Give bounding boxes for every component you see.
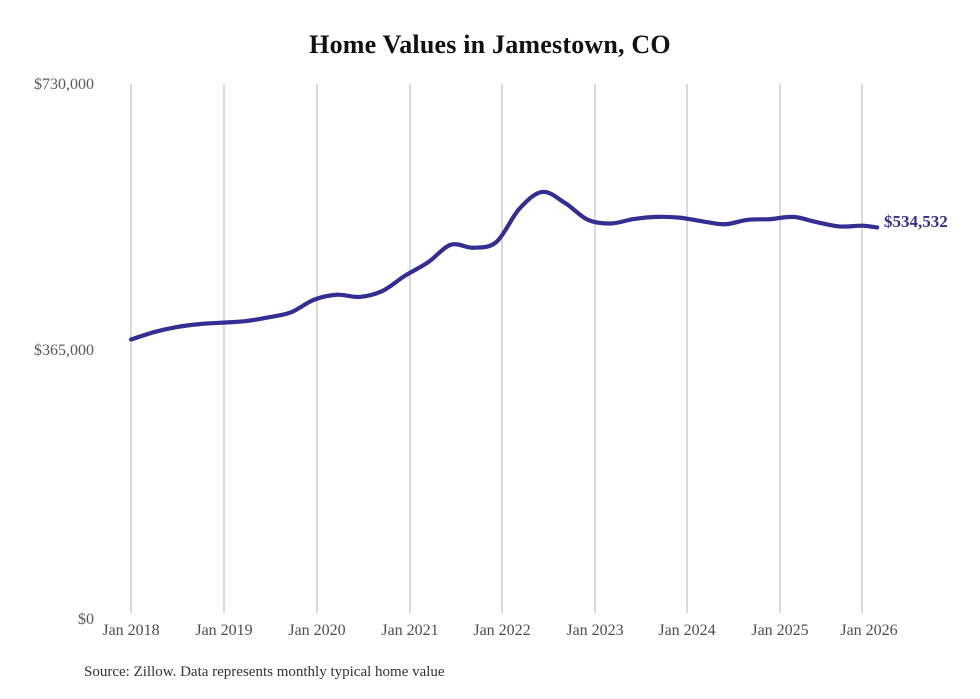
source-note: Source: Zillow. Data represents monthly … <box>84 664 445 680</box>
gridlines-group <box>130 84 863 613</box>
xtick-label-jan-2023: Jan 2023 <box>566 622 624 639</box>
xtick-label-jan-2024: Jan 2024 <box>658 622 716 639</box>
xtick-label-jan-2018: Jan 2018 <box>102 622 160 639</box>
ytick-label-mid: $365,000 <box>34 342 94 359</box>
ytick-label-top: $730,000 <box>34 76 94 93</box>
xtick-label-jan-2019: Jan 2019 <box>195 622 253 639</box>
xtick-label-jan-2021: Jan 2021 <box>381 622 439 639</box>
chart-title: Home Values in Jamestown, CO <box>309 30 671 59</box>
xtick-label-jan-2025: Jan 2025 <box>751 622 809 639</box>
home-value-line <box>128 189 880 342</box>
xtick-label-jan-2022: Jan 2022 <box>473 622 531 639</box>
xtick-label-jan-2026: Jan 2026 <box>840 622 898 639</box>
xtick-label-jan-2020: Jan 2020 <box>288 622 346 639</box>
end-value-annotation: $534,532 <box>884 212 948 231</box>
ytick-label-zero: $0 <box>78 611 94 628</box>
